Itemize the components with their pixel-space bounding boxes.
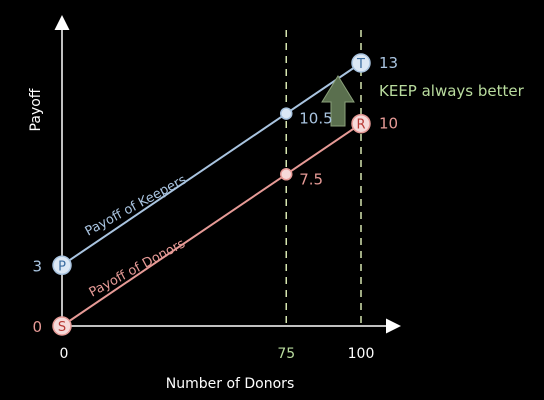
value-label: 10	[379, 115, 398, 133]
value-label: 3	[32, 257, 42, 275]
point-letter: R	[356, 118, 365, 133]
data-point	[351, 53, 371, 73]
data-point	[351, 113, 371, 134]
value-label: 10.5	[299, 110, 332, 128]
up-arrow-icon	[321, 75, 355, 127]
value-label: 7.5	[299, 170, 323, 188]
y-axis-label: Payoff	[28, 88, 44, 131]
donors-series-label: Payoff of Donors	[87, 236, 188, 300]
x-tick-label: 75	[277, 346, 295, 362]
series-line-0	[61, 62, 362, 267]
data-point	[52, 316, 72, 336]
value-label: 13	[379, 54, 398, 72]
x-axis-label: Number of Donors	[166, 376, 294, 392]
value-label: 0	[32, 318, 42, 336]
point-letter: S	[58, 320, 66, 335]
data-point	[280, 168, 293, 181]
annotation-text: KEEP always better	[379, 82, 525, 100]
data-point	[280, 107, 293, 120]
data-point	[52, 255, 72, 276]
x-tick-label: 100	[348, 346, 375, 362]
keepers-series-label: Payoff of Keepers	[83, 172, 190, 239]
point-letter: T	[356, 57, 365, 72]
point-letter: P	[58, 259, 66, 274]
x-tick-label: 0	[60, 346, 69, 362]
